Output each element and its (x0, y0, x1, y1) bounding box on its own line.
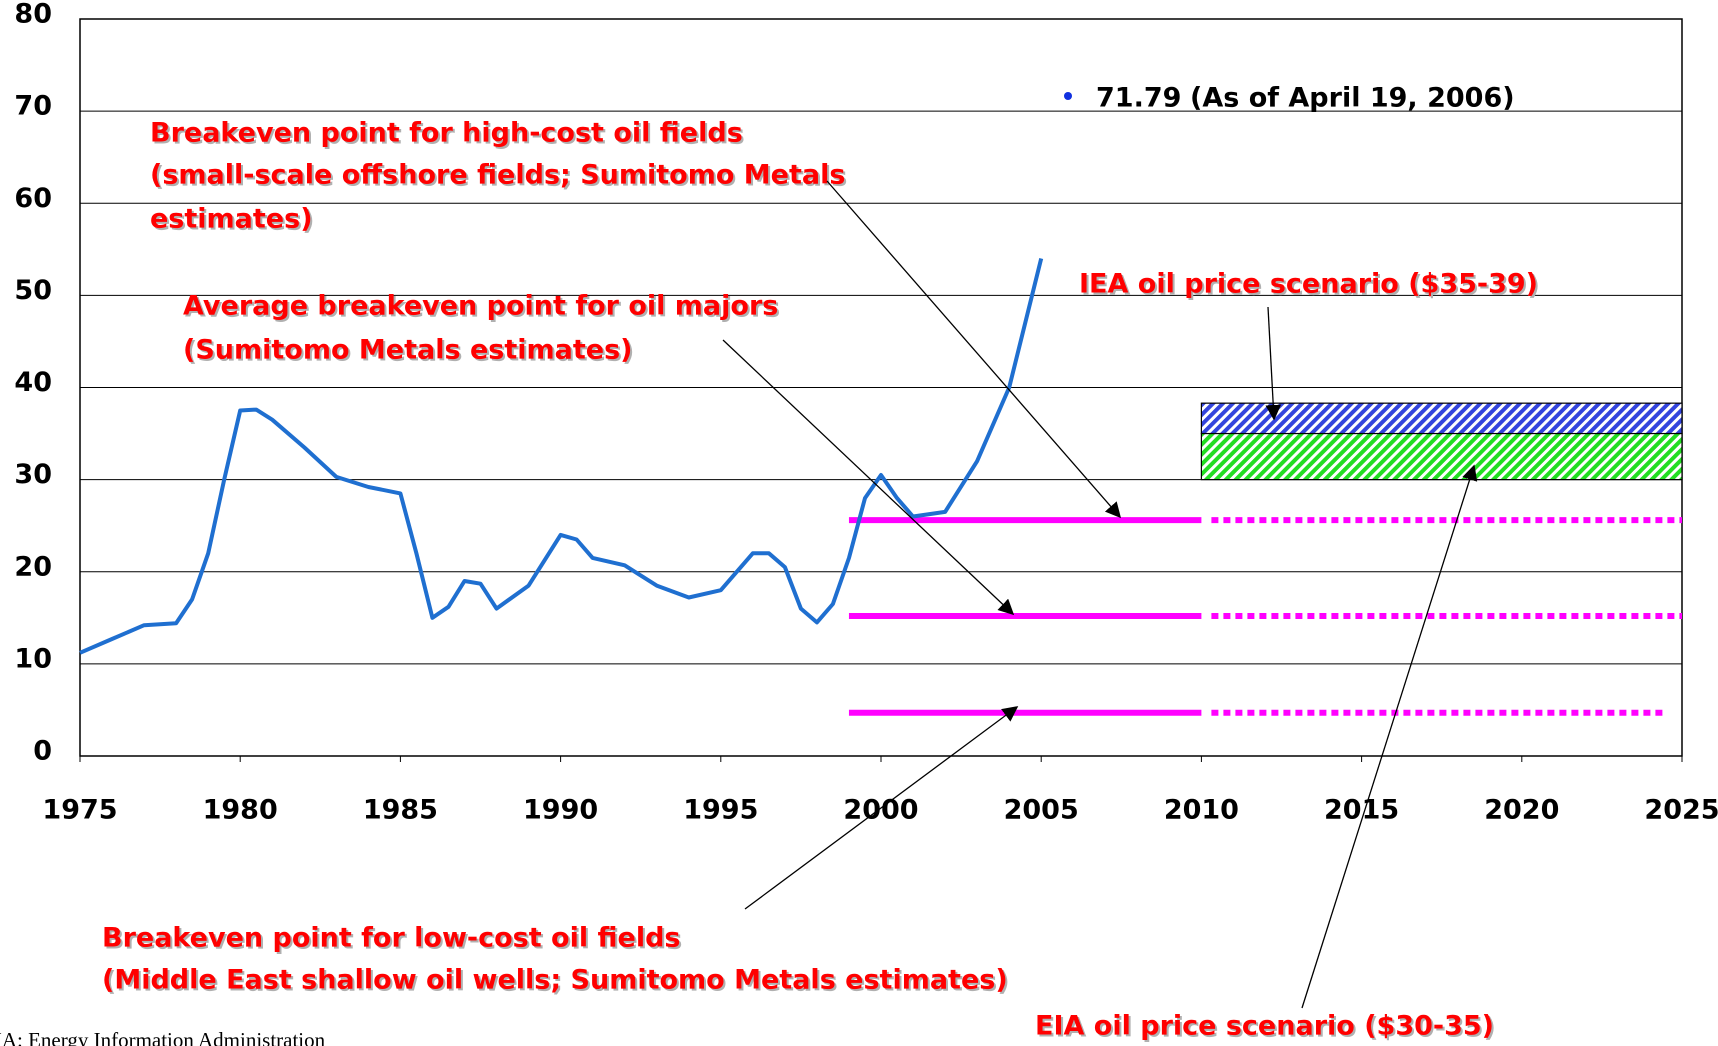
scenario-band (1200, 432, 1683, 481)
annotation-arrow (722, 339, 1015, 616)
y-tick-label: 20 (14, 551, 52, 582)
y-tick-label: 0 (33, 736, 52, 767)
source-note: EIA: Energy Information Administration (0, 1028, 326, 1046)
annotation-arrow (826, 180, 1122, 519)
x-tick-label: 1975 (42, 795, 117, 826)
breakeven-label: (Middle East shallow oil wells; Sumitomo… (102, 965, 1008, 996)
x-tick-label: 1990 (523, 795, 598, 826)
annotation-arrow (744, 706, 1019, 910)
scenario-label: IEA oil price scenario ($35-39) (1079, 269, 1538, 300)
breakeven-label: Average breakeven point for oil majors (183, 291, 778, 322)
breakeven-label: (Sumitomo Metals estimates) (183, 335, 633, 366)
y-tick-label: 50 (14, 275, 52, 306)
x-tick-label: 1995 (683, 795, 758, 826)
annotation-arrow (1265, 306, 1282, 421)
y-tick-label: 70 (14, 91, 52, 122)
x-tick-label: 2020 (1484, 795, 1559, 826)
x-tick-label: 2000 (843, 795, 918, 826)
y-tick-label: 40 (14, 367, 52, 398)
scenario-label: EIA oil price scenario ($30-35) (1035, 1011, 1494, 1042)
latest-note: (As of April 19, 2006) (1190, 83, 1515, 114)
x-tick-label: 1980 (203, 795, 278, 826)
breakeven-label: Breakeven point for low-cost oil fields (102, 923, 681, 954)
x-tick-label: 2005 (1004, 795, 1079, 826)
latest-value: 71.79 (1096, 83, 1181, 114)
breakeven-label: estimates) (150, 204, 313, 235)
y-tick-label: 60 (14, 183, 52, 214)
breakeven-label: (small-scale offshore fields; Sumitomo M… (150, 160, 845, 191)
x-tick-label: 2025 (1644, 795, 1718, 826)
x-tick-label: 1985 (363, 795, 438, 826)
y-tick-label: 10 (14, 643, 52, 674)
price-line (79, 258, 1044, 655)
y-tick-label: 80 (14, 0, 52, 30)
latest-dot (1064, 92, 1072, 100)
x-tick-label: 2010 (1164, 795, 1239, 826)
scenario-band (1200, 402, 1683, 435)
y-tick-label: 30 (14, 459, 52, 490)
annotation-arrow (1301, 464, 1478, 1009)
breakeven-label: Breakeven point for high-cost oil fields (150, 118, 743, 149)
